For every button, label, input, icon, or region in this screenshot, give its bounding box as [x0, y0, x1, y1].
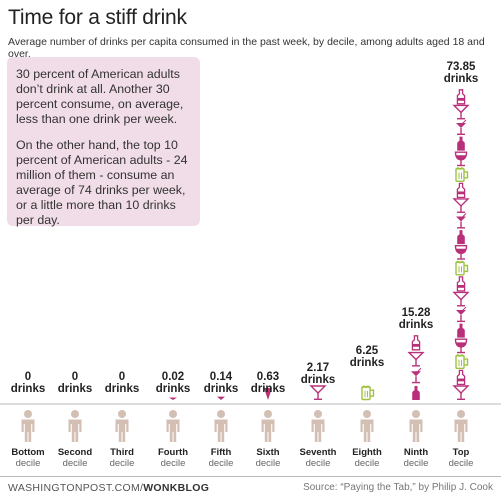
person-icon: [360, 410, 374, 442]
person-icon: [115, 410, 129, 442]
cocktail-glass-icon: [456, 119, 467, 136]
person-icon: [166, 410, 180, 442]
category-label: Fifth: [211, 447, 232, 458]
person-icon: [21, 410, 35, 442]
beer-bottle-icon: [411, 335, 421, 351]
category-label: Top: [453, 447, 470, 458]
wine-bottle-icon: [457, 230, 465, 245]
wine-bottle-icon: [457, 136, 465, 151]
person-icon: [68, 410, 82, 442]
person-icon: [454, 410, 468, 442]
category-label: Eighth: [352, 447, 382, 458]
decile-bar: [309, 385, 327, 400]
category-sublabel: decile: [63, 458, 88, 469]
beer-mug-icon: [454, 167, 469, 182]
unit-label: drinks: [58, 383, 93, 395]
beer-bottle-icon: [456, 276, 466, 292]
annotation-box: 30 percent of American adults don’t drin…: [7, 57, 200, 227]
footer-divider: [0, 476, 501, 477]
wine-glass-icon: [454, 338, 468, 354]
unit-label: drinks: [105, 383, 140, 395]
wine-glass-icon: [169, 397, 177, 400]
martini-glass-icon: [452, 104, 470, 120]
unit-label: drinks: [301, 374, 336, 386]
person-icon: [311, 410, 325, 442]
category-sublabel: decile: [256, 458, 281, 469]
martini-glass-icon: [309, 385, 327, 400]
decile-bar: [169, 397, 177, 400]
person-icon: [409, 410, 423, 442]
category-sublabel: decile: [355, 458, 380, 469]
cocktail-glass-icon: [411, 367, 422, 384]
unit-label: drinks: [350, 357, 385, 369]
category-label: Seventh: [300, 447, 337, 458]
beer-bottle-icon: [456, 89, 466, 105]
category-label: Third: [110, 447, 134, 458]
wine-glass-icon: [217, 396, 225, 400]
beer-bottle-icon: [456, 182, 466, 199]
person-icon: [261, 410, 275, 442]
category-sublabel: decile: [110, 458, 135, 469]
cocktail-glass-icon: [456, 213, 467, 229]
decile-bar: [407, 335, 425, 400]
wine-bottle-icon: [457, 323, 465, 338]
category-sublabel: decile: [16, 458, 41, 469]
decile-bar: [264, 388, 272, 400]
category-label: Ninth: [404, 447, 428, 458]
wine-glass-icon: [264, 388, 272, 400]
value-label: 0.02: [162, 371, 184, 383]
annotation-paragraph: 30 percent of American adults don’t drin…: [16, 67, 184, 126]
category-sublabel: decile: [161, 458, 186, 469]
value-label: 0: [25, 371, 31, 383]
decile-bar: [360, 385, 375, 401]
unit-label: drinks: [204, 383, 239, 395]
unit-label: drinks: [399, 319, 434, 331]
annotation-paragraph: On the other hand, the top 10 percent of…: [16, 138, 188, 227]
value-label: 6.25: [356, 345, 379, 357]
category-label: Second: [58, 447, 93, 458]
blog-name: WONKBLOG: [143, 482, 210, 494]
value-label: 15.28: [402, 307, 431, 319]
unit-label: drinks: [251, 383, 286, 395]
beer-bottle-icon: [456, 369, 466, 386]
unit-label: drinks: [11, 383, 46, 395]
value-label: 2.17: [307, 362, 329, 374]
page-title: Time for a stiff drink: [8, 6, 187, 29]
wine-glass-icon: [454, 245, 468, 260]
cocktail-glass-icon: [456, 306, 467, 323]
beer-mug-icon: [454, 354, 469, 370]
wine-bottle-icon: [412, 386, 420, 400]
beer-mug-icon: [360, 385, 375, 401]
site-name: WASHINGTONPOST.COM/: [8, 482, 144, 494]
decile-bar: [452, 89, 470, 400]
category-label: Sixth: [256, 447, 279, 458]
source-credit: Source: “Paying the Tab,” by Philip J. C…: [303, 482, 493, 493]
category-sublabel: decile: [449, 458, 474, 469]
martini-glass-icon: [407, 351, 425, 367]
site-credit: WASHINGTONPOST.COM/WONKBLOG: [8, 482, 209, 494]
category-label: Fourth: [158, 447, 188, 458]
martini-glass-icon: [452, 198, 470, 213]
value-label: 73.85: [447, 61, 476, 73]
value-label: 0.63: [257, 371, 279, 383]
unit-label: drinks: [156, 383, 191, 395]
decile-bar: [217, 396, 225, 400]
martini-glass-icon: [452, 385, 470, 400]
value-label: 0: [119, 371, 125, 383]
decile-chart: 0drinksBottomdecile0drinksSeconddecile0d…: [0, 61, 501, 469]
value-label: 0: [72, 371, 78, 383]
category-label: Bottom: [11, 447, 44, 458]
beer-mug-icon: [454, 260, 469, 276]
unit-label: drinks: [444, 73, 479, 85]
category-sublabel: decile: [209, 458, 234, 469]
category-sublabel: decile: [306, 458, 331, 469]
category-sublabel: decile: [404, 458, 429, 469]
martini-glass-icon: [452, 291, 470, 307]
person-icon: [214, 410, 228, 442]
wine-glass-icon: [454, 151, 468, 167]
value-label: 0.14: [210, 371, 233, 383]
